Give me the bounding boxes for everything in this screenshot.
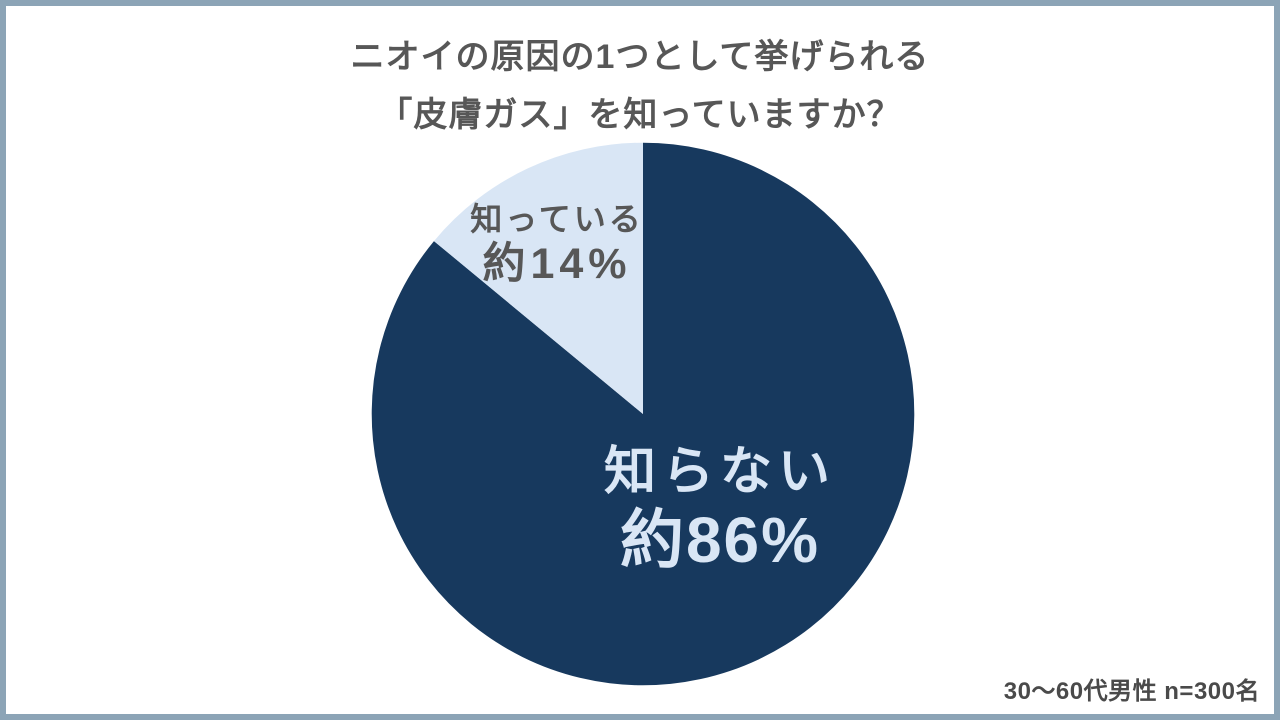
chart-title: ニオイの原因の1つとして挙げられる 「皮膚ガス」を知っていますか？: [6, 28, 1274, 144]
canvas-background: ニオイの原因の1つとして挙げられる 「皮膚ガス」を知っていますか？ 知っている …: [6, 6, 1274, 714]
slice-category-shitteiru: 知っている: [470, 201, 644, 237]
chart-title-line1: ニオイの原因の1つとして挙げられる: [350, 38, 930, 76]
pie-slice-1: [433, 142, 643, 414]
slice-value-shitteiru: 約14%: [482, 240, 632, 288]
sample-footnote: 30〜60代男性 n=300名: [1003, 678, 1260, 705]
pie-svg: [371, 142, 915, 686]
pie-chart: [369, 140, 917, 688]
slice-label-shiranai: 知らない 約86%: [565, 440, 875, 576]
pie-slice-0: [371, 142, 915, 686]
slice-value-shiranai: 約86%: [619, 504, 821, 576]
slice-label-shitteiru: 知っている 約14%: [417, 198, 697, 288]
chart-title-line2: 「皮膚ガス」を知っていますか？: [378, 96, 902, 134]
slice-category-shiranai: 知らない: [603, 443, 836, 501]
